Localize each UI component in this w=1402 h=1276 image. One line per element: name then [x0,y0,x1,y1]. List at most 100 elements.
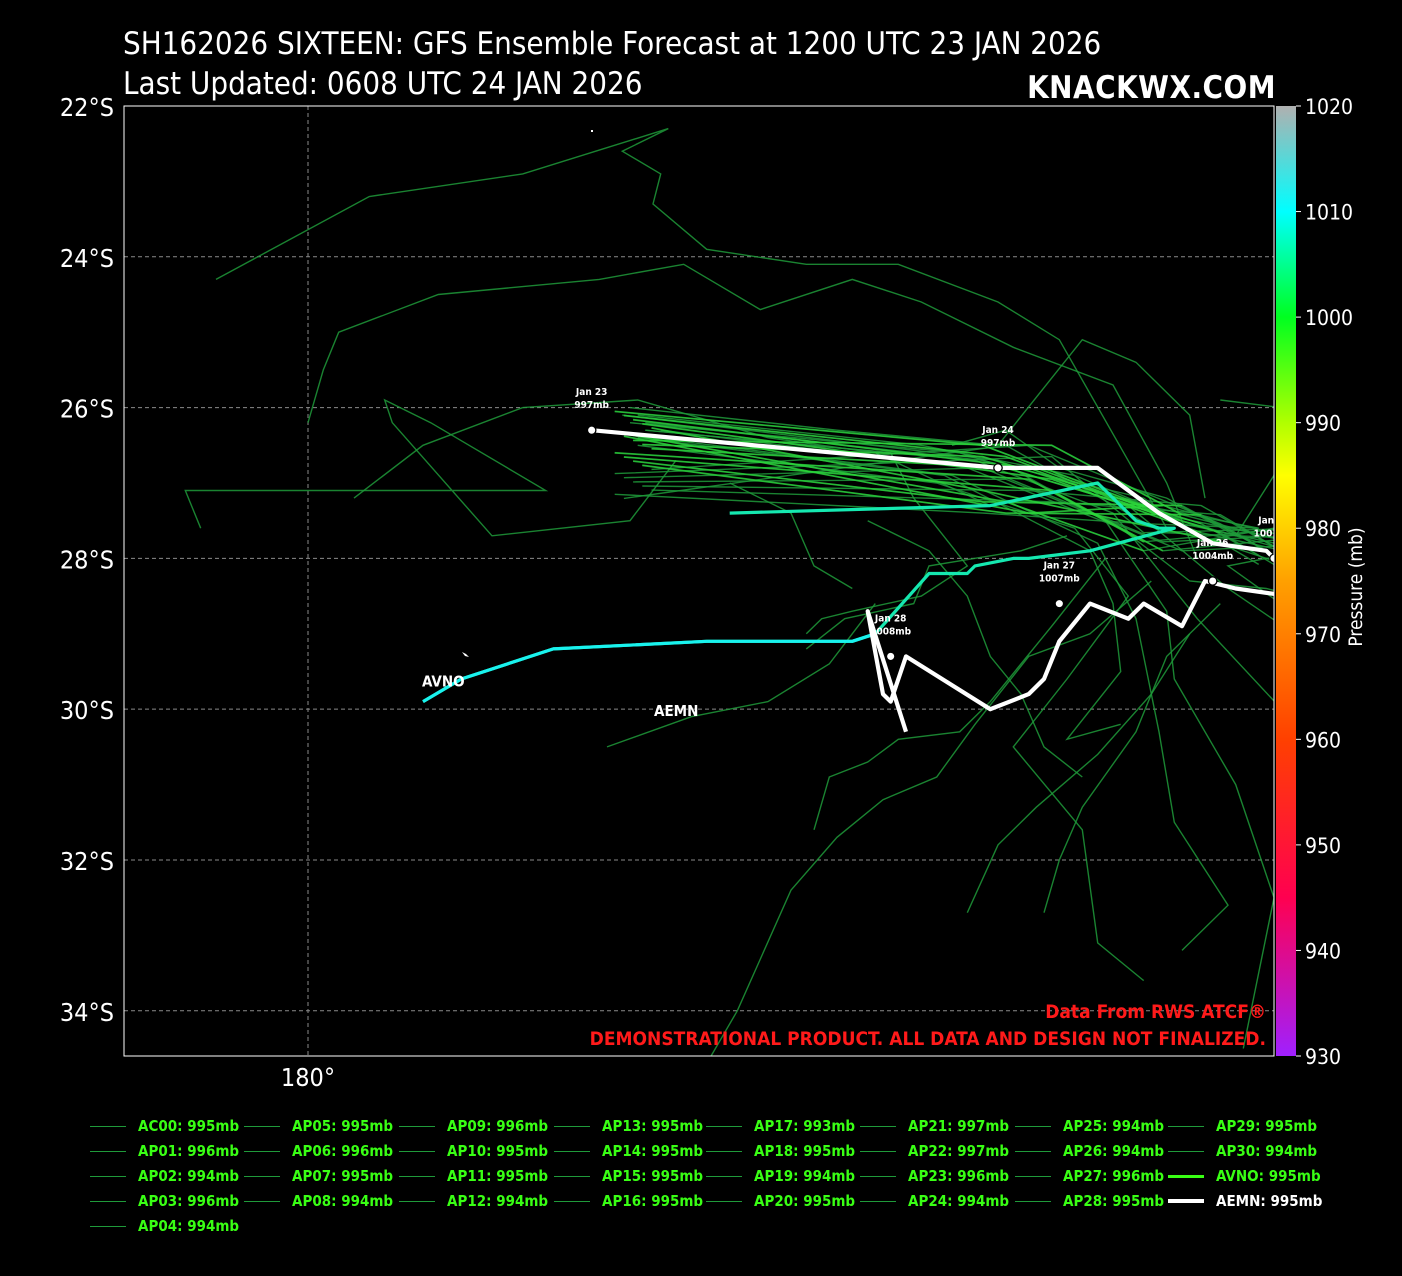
ensemble-track-line [307,263,1198,559]
ensemble-track-line [652,437,1229,951]
legend-entry: AP09: 996mb [399,1114,548,1138]
legend-entry: AP01: 996mb [90,1139,239,1163]
aemn-line [591,428,1274,733]
legend-swatch [399,1175,435,1177]
aemn-date-label: Jan 26 [1196,538,1228,549]
ensemble-track-line [215,127,1168,529]
legend-label: AP11: 995mb [447,1167,549,1185]
y-tick-label: 24°S [60,244,114,273]
colorbar-tick-label: 960 [1305,728,1341,752]
legend-entry: AP29: 995mb [1168,1114,1317,1138]
ensemble-track-line [629,338,1206,499]
legend-label: AP26: 994mb [1063,1142,1165,1160]
colorbar-tick-label: 1020 [1305,95,1353,119]
ensemble-track-highlight [642,443,1202,525]
island-shape [591,130,593,132]
pressure-colorbar: 1020 1010 1000 990 980 970 960 950 940 930 Pressur… [1276,95,1367,1069]
legend-entry: AP11: 995mb [399,1164,548,1188]
aemn-point [1269,553,1274,564]
legend-label: AP09: 996mb [447,1117,549,1135]
aemn-end-label: AEMN [654,702,698,720]
aemn-point [1207,576,1218,586]
ensemble-track-highlight [614,451,1145,543]
aemn-pressure-label: 1007mb [1039,574,1080,585]
legend-label: AP29: 995mb [1216,1117,1318,1135]
legend-label: AVNO: 995mb [1216,1167,1321,1185]
legend-swatch [554,1150,590,1152]
legend-label: AP01: 996mb [138,1142,240,1160]
legend-entry: AP03: 996mb [90,1189,239,1213]
aemn-point [586,425,597,436]
colorbar-tick-label: 930 [1305,1045,1341,1069]
legend-entry: AP18: 995mb [706,1139,855,1163]
avno-end-label: AVNO [422,673,465,691]
legend-label: AP30: 994mb [1216,1142,1318,1160]
legend-entry: AP24: 994mb [860,1189,1009,1213]
ensemble-track-line [951,399,1274,537]
ensemble-track-line [1043,603,1221,913]
ensemble-track-line [651,489,1274,548]
legend-swatch [706,1125,742,1127]
aemn-point [885,651,896,662]
legend-swatch [244,1125,280,1127]
legend-swatch [1015,1125,1051,1127]
colorbar-tick-label: 950 [1305,834,1341,858]
legend-entry: AP22: 997mb [860,1139,1009,1163]
legend-entry: AP17: 993mb [706,1114,855,1138]
legend-swatch [1168,1125,1204,1127]
y-tick-label: 26°S [60,395,114,424]
data-source-note: Data From RWS ATCF® [1045,1001,1266,1023]
aemn-pressure-label: 1001mb [1254,528,1295,539]
ensemble-track-line [1366,589,1402,634]
legend-swatch [554,1125,590,1127]
legend-label: AP02: 994mb [138,1167,240,1185]
legend-entry: AP06: 996mb [244,1139,393,1163]
legend-swatch [244,1175,280,1177]
legend-entry: AP08: 994mb [244,1189,393,1213]
colorbar-tick-label: 1010 [1305,201,1353,225]
aemn-date-label: Jan 23 [575,387,607,398]
legend-entry: AVNO: 995mb [1168,1164,1321,1188]
last-updated-subtitle: Last Updated: 0608 UTC 24 JAN 2026 [123,66,643,102]
aemn-track: Jan 23 997mb Jan 24 997mb Jan 25 1001mb Jan 26… [574,387,1295,733]
legend-swatch [860,1150,896,1152]
legend-swatch [706,1150,742,1152]
aemn-point [1054,598,1065,609]
island-shape [462,652,469,657]
legend-swatch [860,1175,896,1177]
aemn-date-label: Jan 25 [1257,515,1289,526]
legend-label: AP21: 997mb [908,1117,1010,1135]
legend-entry: AP16: 995mb [554,1189,703,1213]
aemn-date-label: Jan 27 [1043,561,1075,572]
colorbar-tick-label: 940 [1305,939,1341,963]
legend-entry: AP28: 995mb [1015,1189,1164,1213]
legend-label: AP22: 997mb [908,1142,1010,1160]
legend-label: AP20: 995mb [754,1192,856,1210]
legend-entry: AP21: 997mb [860,1114,1009,1138]
legend-entry: AC00: 995mb [90,1114,239,1138]
colorbar-scale [1276,106,1296,1056]
colorbar-tick-label: 990 [1305,412,1341,436]
legend-swatch [1015,1175,1051,1177]
legend-swatch [244,1150,280,1152]
legend-swatch [1168,1174,1204,1178]
legend-label: AP28: 995mb [1063,1192,1165,1210]
legend-entry: AP27: 996mb [1015,1164,1164,1188]
legend-label: AEMN: 995mb [1216,1192,1323,1210]
avno-track: AVNO [422,481,1176,703]
legend-label: AP24: 994mb [908,1192,1010,1210]
plot-frame [123,105,1275,1057]
legend-swatch [1168,1150,1204,1152]
legend-entry: AP25: 994mb [1015,1114,1164,1138]
ensemble-track-line [813,557,1106,830]
legend-swatch [399,1200,435,1202]
colorbar-label: Pressure (mb) [1345,527,1367,646]
legend-entry: AEMN: 995mb [1168,1189,1322,1213]
ensemble-track-highlight [632,460,1183,507]
legend-label: AP08: 994mb [292,1192,394,1210]
legend-swatch [90,1200,126,1202]
legend-entry: AP20: 995mb [706,1189,855,1213]
land-features [462,130,593,657]
legend-swatch [706,1200,742,1202]
